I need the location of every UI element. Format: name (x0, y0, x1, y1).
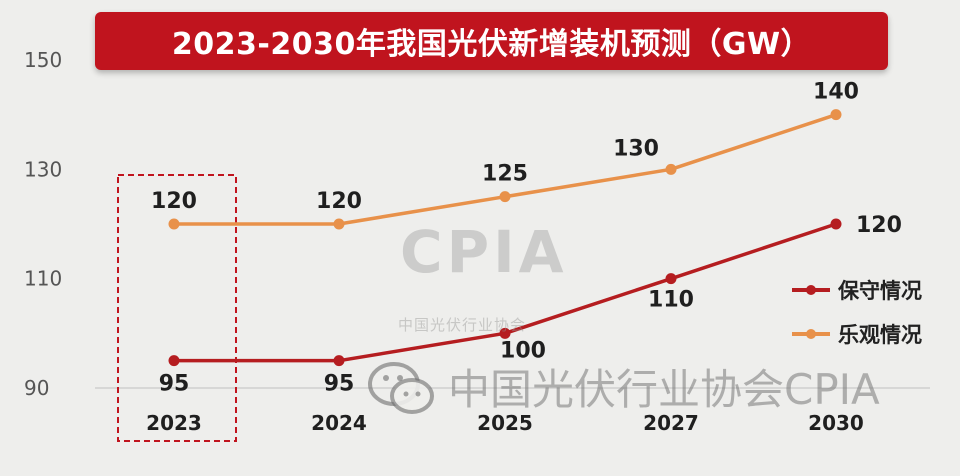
watermark-org: 中国光伏行业协会 (398, 316, 527, 334)
x-axis: 2023 2024 2025 2027 2030 (146, 411, 864, 435)
legend-swatch-conservative (792, 285, 830, 295)
y-axis: 90 110 130 150 (24, 48, 62, 400)
data-label-conservative: 110 (648, 288, 694, 313)
y-tick-label: 150 (24, 48, 62, 72)
data-label-conservative: 95 (324, 372, 355, 397)
data-label-optimistic: 120 (151, 189, 197, 214)
data-point-optimistic (499, 191, 511, 203)
data-point-optimistic (333, 218, 345, 230)
data-label-conservative: 100 (500, 338, 546, 363)
y-tick-label: 90 (24, 376, 49, 400)
legend-item-conservative: 保守情况 (792, 268, 922, 312)
data-point-optimistic (830, 109, 842, 121)
x-tick-label: 2023 (146, 411, 202, 435)
chart-title: 2023-2030年我国光伏新增装机预测（GW） (171, 27, 812, 62)
data-point-conservative (333, 355, 345, 367)
legend: 保守情况 乐观情况 (792, 268, 922, 356)
data-label-optimistic: 125 (482, 162, 528, 187)
data-label-optimistic: 120 (316, 189, 362, 214)
data-point-optimistic (168, 218, 180, 230)
data-label-optimistic: 130 (613, 136, 659, 161)
watermark-logo: CPIA (400, 218, 568, 286)
title-banner: 2023-2030年我国光伏新增装机预测（GW） (95, 12, 888, 70)
x-tick-label: 2030 (808, 411, 864, 435)
data-point-optimistic (665, 163, 677, 175)
data-label-optimistic: 140 (813, 80, 859, 105)
data-label-conservative: 95 (159, 372, 190, 397)
data-point-conservative (499, 327, 511, 339)
data-label-conservative: 120 (856, 213, 902, 238)
x-tick-label: 2025 (477, 411, 533, 435)
wechat-icon (368, 362, 434, 414)
data-point-conservative (830, 218, 842, 230)
data-point-conservative (168, 355, 180, 367)
legend-label-conservative: 保守情况 (838, 279, 922, 303)
x-tick-label: 2027 (643, 411, 699, 435)
legend-swatch-optimistic (792, 329, 830, 339)
legend-item-optimistic: 乐观情况 (792, 312, 922, 356)
watermark-account: 中国光伏行业协会CPIA (448, 365, 880, 414)
series-layer: 95 95 100 110 120 120 120 125 130 140 (151, 80, 902, 397)
y-tick-label: 130 (24, 157, 62, 181)
y-tick-label: 110 (24, 267, 62, 291)
legend-label-optimistic: 乐观情况 (838, 323, 922, 347)
data-point-conservative (665, 273, 677, 285)
x-tick-label: 2024 (311, 411, 367, 435)
highlight-box-2023 (117, 174, 237, 442)
